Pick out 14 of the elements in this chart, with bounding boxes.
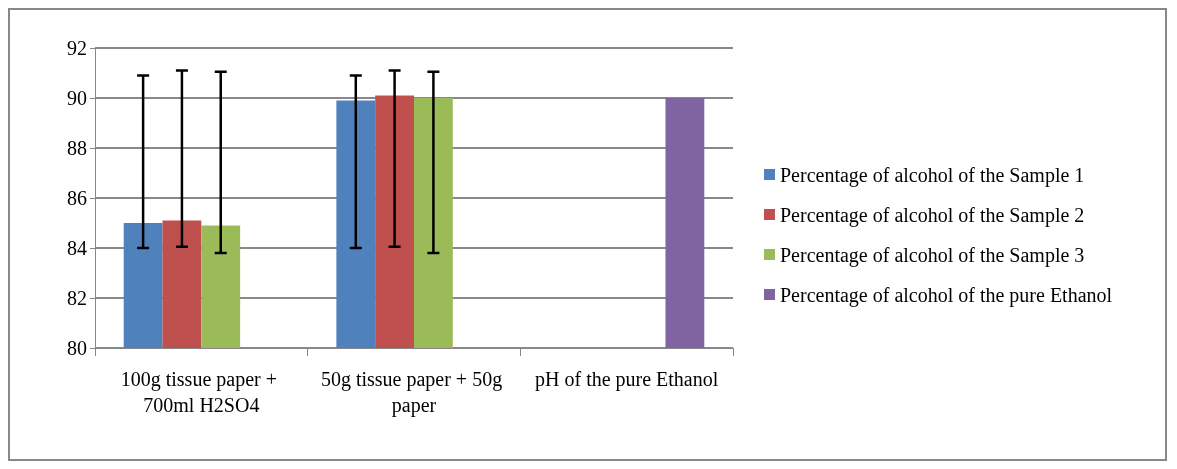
legend-label: Percentage of alcohol of the Sample 3 <box>780 243 1085 267</box>
x-tick-label: 50g tissue paper + 50g paper <box>320 368 508 417</box>
y-tick-label: 82 <box>67 287 87 309</box>
y-tick-label: 84 <box>67 237 87 259</box>
x-tick-label: 100g tissue paper + 700ml H2SO4 <box>120 368 282 416</box>
y-tick-label: 90 <box>67 87 87 109</box>
y-tick-label: 88 <box>67 137 87 159</box>
y-tick-label: 86 <box>67 187 87 209</box>
y-tick-label: 92 <box>67 37 87 59</box>
x-tick-label: pH of the pure Ethanol <box>535 368 719 391</box>
y-tick-label: 80 <box>67 337 87 359</box>
legend-label: Percentage of alcohol of the pure Ethanol <box>780 283 1113 307</box>
legend-label: Percentage of alcohol of the Sample 2 <box>780 203 1085 227</box>
legend-label: Percentage of alcohol of the Sample 1 <box>780 163 1085 187</box>
